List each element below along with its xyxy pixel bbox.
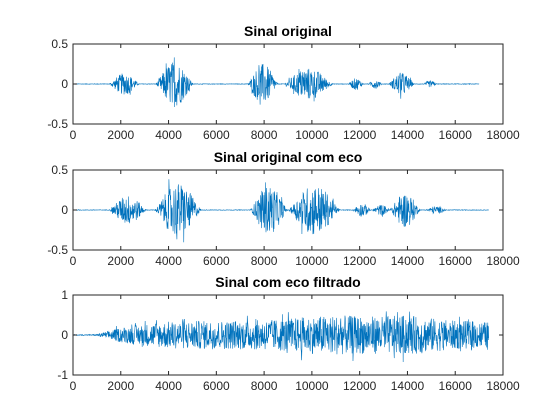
signal-trace — [72, 179, 489, 243]
chart-title: Sinal original com eco — [214, 149, 363, 165]
signal-trace — [72, 57, 480, 108]
x-tick-label: 8000 — [251, 379, 278, 393]
y-tick-label: 0 — [61, 328, 68, 342]
x-tick-label: 4000 — [155, 254, 182, 268]
y-tick-label: 1 — [61, 288, 68, 302]
x-tick-label: 12000 — [343, 379, 377, 393]
y-tick-label: 0.5 — [51, 37, 68, 51]
x-tick-label: 10000 — [295, 128, 329, 142]
x-tick-label: 18000 — [486, 128, 520, 142]
x-tick-label: 2000 — [107, 254, 134, 268]
y-tick-label: 0 — [61, 203, 68, 217]
x-tick-label: 8000 — [251, 254, 278, 268]
x-tick-label: 6000 — [203, 128, 230, 142]
x-tick-label: 16000 — [439, 254, 473, 268]
x-tick-label: 14000 — [391, 128, 425, 142]
chart-title: Sinal com eco filtrado — [215, 274, 360, 290]
subplot-1: 0 2000 4000 6000 8000 10000 12000 14000 16000 180… — [47, 23, 520, 142]
y-tick-label: -0.5 — [47, 117, 68, 131]
x-tick-label: 18000 — [486, 379, 520, 393]
x-tick-label: 8000 — [251, 128, 278, 142]
x-tick-label: 0 — [70, 379, 77, 393]
x-tick-label: 18000 — [486, 254, 520, 268]
x-tick-label: 6000 — [203, 254, 230, 268]
y-tick-label: -1 — [57, 368, 68, 382]
subplot-3: 0 2000 4000 6000 8000 10000 12000 14000 16000 180… — [57, 274, 520, 393]
signal-trace-group — [72, 179, 489, 243]
x-tick-label: 14000 — [391, 254, 425, 268]
signal-trace-group — [72, 57, 480, 108]
axis-ticks: 0 2000 4000 6000 8000 10000 12000 14000 16000 180… — [47, 37, 520, 142]
x-tick-label: 4000 — [155, 128, 182, 142]
x-tick-label: 4000 — [155, 379, 182, 393]
x-tick-label: 12000 — [343, 254, 377, 268]
chart-title: Sinal original — [244, 23, 332, 39]
y-tick-label: 0.5 — [51, 163, 68, 177]
axis-ticks: 0 2000 4000 6000 8000 10000 12000 14000 16000 180… — [47, 163, 520, 268]
y-tick-label: 0 — [61, 77, 68, 91]
x-tick-label: 0 — [70, 128, 77, 142]
x-tick-label: 10000 — [295, 254, 329, 268]
x-tick-label: 6000 — [203, 379, 230, 393]
x-tick-label: 2000 — [107, 379, 134, 393]
x-tick-label: 10000 — [295, 379, 329, 393]
axis-ticks: 0 2000 4000 6000 8000 10000 12000 14000 16000 180… — [57, 288, 520, 393]
x-tick-label: 2000 — [107, 128, 134, 142]
x-tick-label: 16000 — [439, 379, 473, 393]
x-tick-label: 12000 — [343, 128, 377, 142]
x-tick-label: 14000 — [391, 379, 425, 393]
y-tick-label: -0.5 — [47, 243, 68, 257]
x-tick-label: 16000 — [439, 128, 473, 142]
signal-trace — [72, 311, 489, 362]
signal-trace-group — [72, 311, 489, 362]
subplot-2: 0 2000 4000 6000 8000 10000 12000 14000 16000 180… — [47, 149, 520, 268]
x-tick-label: 0 — [70, 254, 77, 268]
